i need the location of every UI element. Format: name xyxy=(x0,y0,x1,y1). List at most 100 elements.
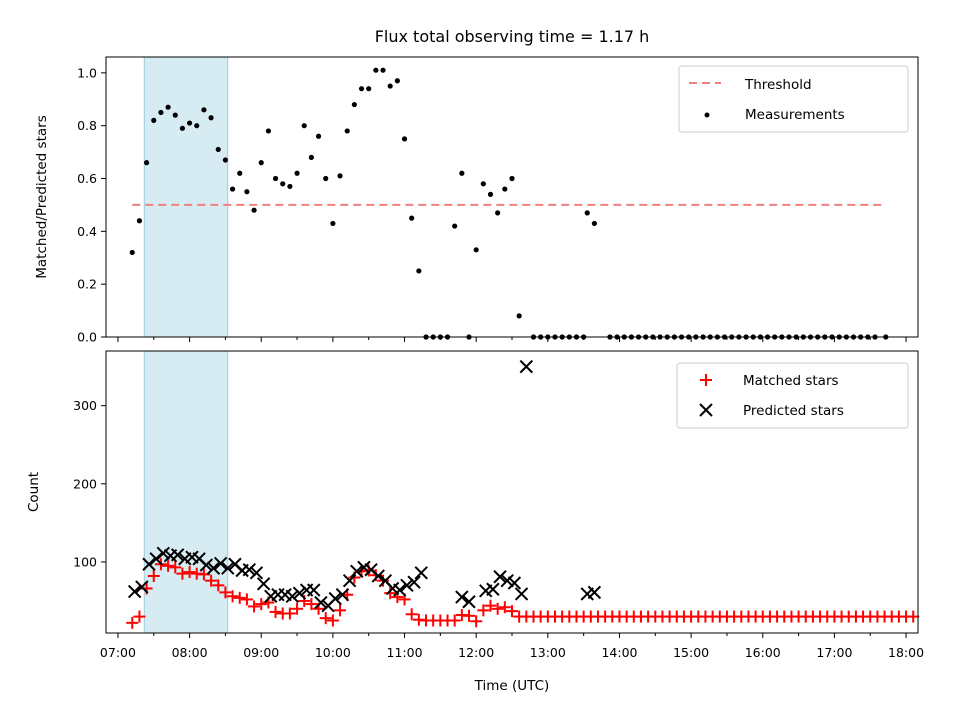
y-tick-label: 100 xyxy=(73,554,97,569)
measurement-point xyxy=(179,125,186,131)
measurement-point xyxy=(308,154,314,160)
matched-star-point xyxy=(463,609,476,622)
legend-matched-swatch xyxy=(700,374,712,386)
predicted-star-point xyxy=(242,563,257,577)
matched-star-point xyxy=(477,604,490,617)
measurement-point xyxy=(229,186,236,192)
predicted-star-point xyxy=(519,359,534,374)
matched-star-point xyxy=(205,574,218,587)
measurement-point xyxy=(265,128,271,134)
y-tick-label: 300 xyxy=(73,398,97,413)
x-tick-label: 12:00 xyxy=(458,645,494,660)
matched-star-point xyxy=(326,614,339,627)
bottom-legend: Matched stars Predicted stars xyxy=(676,362,909,429)
predicted-star-point xyxy=(142,557,156,571)
measurement-point xyxy=(373,67,379,73)
matched-star-point xyxy=(405,608,418,621)
matched-star-point xyxy=(176,567,189,580)
measurement-point xyxy=(222,157,229,163)
predicted-star-point xyxy=(127,584,142,599)
measurement-point xyxy=(165,104,171,110)
predicted-star-point xyxy=(500,573,514,588)
x-tick-label: 11:00 xyxy=(387,645,423,660)
matched-star-point xyxy=(305,598,318,611)
matched-star-point xyxy=(319,612,332,625)
measurement-point xyxy=(129,249,135,256)
predicted-star-point xyxy=(407,575,421,589)
count-points xyxy=(126,359,920,629)
predicted-star-point xyxy=(156,546,171,561)
measurement-point xyxy=(344,128,350,134)
top-legend-box xyxy=(678,65,909,133)
x-tick-label: 15:00 xyxy=(673,645,709,660)
measurement-point xyxy=(301,123,307,129)
measurement-point xyxy=(387,83,393,89)
x-tick-label: 07:00 xyxy=(100,645,136,660)
measurement-point xyxy=(144,160,150,166)
measurement-point xyxy=(401,136,408,142)
y-tick-label: 0.8 xyxy=(77,118,97,133)
predicted-star-point xyxy=(314,595,328,610)
legend-predicted-swatch xyxy=(699,403,713,417)
x-tick-label: 08:00 xyxy=(172,645,208,660)
measurement-point xyxy=(409,215,415,221)
matched-star-point xyxy=(248,600,261,613)
matched-star-point xyxy=(384,587,397,600)
predicted-star-point xyxy=(455,590,469,604)
top-y-axis-label: Matched/Predicted stars xyxy=(34,115,50,278)
measurement-point xyxy=(487,191,494,197)
measurement-point xyxy=(394,78,400,84)
matched-star-point xyxy=(219,586,232,599)
measurement-point xyxy=(201,107,207,113)
predicted-star-point xyxy=(335,588,350,602)
y-tick-label: 1.0 xyxy=(77,65,97,80)
legend-threshold-label: Threshold xyxy=(744,77,812,93)
bottom-x-axis: 07:00 08:00 09:00 10:00 11:00 12:00 13:00 14:00… xyxy=(100,633,924,660)
measurement-point xyxy=(208,115,214,121)
x-tick-label: 17:00 xyxy=(816,645,852,660)
measurement-point xyxy=(473,247,479,253)
predicted-star-point xyxy=(149,552,163,566)
predicted-star-point xyxy=(414,566,428,580)
y-tick-label: 0.4 xyxy=(77,224,97,239)
matched-star-point xyxy=(133,610,146,623)
measurement-point xyxy=(194,123,200,129)
legend-predicted-label: Predicted stars xyxy=(743,403,844,419)
matched-star-point xyxy=(448,614,461,627)
measurement-point xyxy=(337,173,343,179)
matched-star-point xyxy=(498,601,511,614)
matched-star-point xyxy=(233,591,246,604)
matched-star-point xyxy=(147,569,160,582)
predicted-star-point xyxy=(514,587,529,601)
measurement-point xyxy=(280,181,286,187)
measurement-point xyxy=(366,86,372,92)
measurement-point xyxy=(287,183,293,190)
measurement-point xyxy=(294,170,300,176)
measurement-point xyxy=(459,170,465,176)
predicted-star-point xyxy=(493,570,507,584)
top-legend: Threshold Measurements xyxy=(678,65,909,133)
predicted-star-point xyxy=(249,566,264,580)
measurement-point xyxy=(323,175,329,182)
measurement-point xyxy=(495,210,501,216)
predicted-star-point xyxy=(221,561,235,575)
predicted-star-point xyxy=(285,589,299,603)
measurement-point xyxy=(186,120,193,126)
measurement-point xyxy=(591,220,597,227)
measurement-point xyxy=(251,207,257,213)
predicted-star-point xyxy=(507,576,522,590)
measurement-point xyxy=(272,175,279,182)
measurement-point xyxy=(258,160,264,166)
predicted-star-point xyxy=(206,561,221,575)
measurement-point xyxy=(509,175,515,182)
x-tick-label: 13:00 xyxy=(530,645,566,660)
observing-window-band xyxy=(143,56,229,338)
predicted-star-point xyxy=(371,569,385,583)
measurement-point xyxy=(315,133,322,139)
x-tick-label: 16:00 xyxy=(745,645,781,660)
predicted-star-point xyxy=(587,585,602,600)
predicted-star-point xyxy=(486,582,500,596)
matched-star-point xyxy=(226,590,239,603)
predicted-star-point xyxy=(213,556,228,571)
